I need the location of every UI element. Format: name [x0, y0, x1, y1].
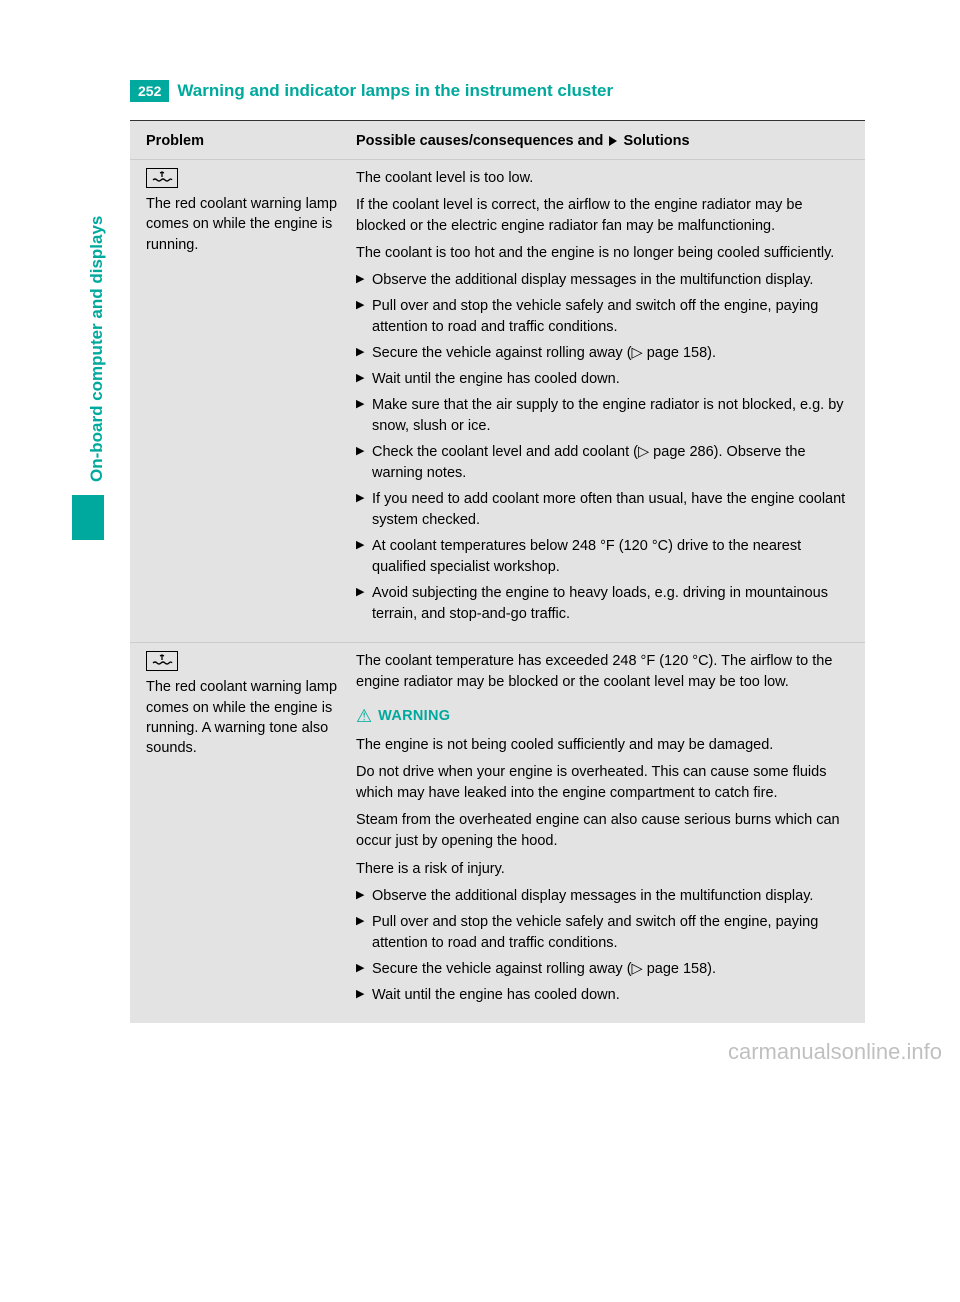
bullet-item: ▶Wait until the engine has cooled down. [356, 985, 849, 1006]
table-row: The red coolant warning lamp comes on wh… [130, 159, 865, 642]
bullet-text: Wait until the engine has cooled down. [372, 985, 849, 1006]
bullet-marker-icon: ▶ [356, 959, 372, 980]
bullet-text: Make sure that the air supply to the eng… [372, 395, 849, 437]
warning-header: ⚠ WARNING [356, 703, 849, 729]
solution-cell: The coolant temperature has exceeded 248… [346, 651, 849, 1010]
warning-paragraph: Do not drive when your engine is overhea… [356, 762, 849, 804]
solution-intro: The coolant level is too low. [356, 168, 849, 189]
bullet-item: ▶If you need to add coolant more often t… [356, 489, 849, 531]
solution-intro: The coolant temperature has exceeded 248… [356, 651, 849, 693]
bullet-item: ▶Secure the vehicle against rolling away… [356, 959, 849, 980]
bullet-text: Observe the additional display messages … [372, 270, 849, 291]
warning-label: WARNING [378, 706, 450, 727]
bullet-item: ▶Pull over and stop the vehicle safely a… [356, 296, 849, 338]
warning-paragraph: The engine is not being cooled sufficien… [356, 735, 849, 756]
table-row: The red coolant warning lamp comes on wh… [130, 642, 865, 1022]
bullet-text: Secure the vehicle against rolling away … [372, 343, 849, 364]
bullet-marker-icon: ▶ [356, 395, 372, 437]
bullet-marker-icon: ▶ [356, 442, 372, 484]
problem-text: The red coolant warning lamp comes on wh… [146, 677, 346, 758]
bullet-marker-icon: ▶ [356, 886, 372, 907]
coolant-warning-icon [146, 651, 178, 671]
bullet-marker-icon: ▶ [356, 912, 372, 954]
bullet-marker-icon: ▶ [356, 985, 372, 1006]
bullet-text: Avoid subjecting the engine to heavy loa… [372, 583, 849, 625]
bullet-text: Check the coolant level and add coolant … [372, 442, 849, 484]
sidebar-section-label: On-board computer and displays [87, 216, 107, 482]
bullet-text: Secure the vehicle against rolling away … [372, 959, 849, 980]
sidebar-marker [72, 495, 104, 540]
table-header-row: Problem Possible causes/consequences and… [130, 121, 865, 159]
triangle-right-icon [609, 136, 617, 146]
problem-cell: The red coolant warning lamp comes on wh… [146, 168, 346, 630]
bullet-item: ▶Wait until the engine has cooled down. [356, 369, 849, 390]
bullet-item: ▶Check the coolant level and add coolant… [356, 442, 849, 484]
bullet-marker-icon: ▶ [356, 536, 372, 578]
bullet-marker-icon: ▶ [356, 270, 372, 291]
bullet-marker-icon: ▶ [356, 369, 372, 390]
page-number: 252 [130, 80, 169, 102]
bullet-marker-icon: ▶ [356, 489, 372, 531]
bullet-item: ▶Avoid subjecting the engine to heavy lo… [356, 583, 849, 625]
solution-intro: The coolant is too hot and the engine is… [356, 243, 849, 264]
bullet-marker-icon: ▶ [356, 296, 372, 338]
bullet-item: ▶Make sure that the air supply to the en… [356, 395, 849, 437]
bullet-item: ▶Secure the vehicle against rolling away… [356, 343, 849, 364]
page-title: Warning and indicator lamps in the instr… [177, 81, 613, 101]
coolant-warning-icon [146, 168, 178, 188]
bullet-text: Pull over and stop the vehicle safely an… [372, 296, 849, 338]
problem-text: The red coolant warning lamp comes on wh… [146, 194, 346, 255]
watermark: carmanualsonline.info [728, 1039, 942, 1065]
warning-paragraph: Steam from the overheated engine can als… [356, 810, 849, 852]
bullet-item: ▶At coolant temperatures below 248 °F (1… [356, 536, 849, 578]
bullet-item: ▶Observe the additional display messages… [356, 270, 849, 291]
problem-solution-table: Problem Possible causes/consequences and… [130, 121, 865, 1023]
solution-header-prefix: Possible causes/consequences and [356, 133, 607, 149]
warning-triangle-icon: ⚠ [356, 703, 372, 729]
bullet-text: If you need to add coolant more often th… [372, 489, 849, 531]
bullet-marker-icon: ▶ [356, 583, 372, 625]
problem-cell: The red coolant warning lamp comes on wh… [146, 651, 346, 1010]
bullet-text: At coolant temperatures below 248 °F (12… [372, 536, 849, 578]
page-header: 252 Warning and indicator lamps in the i… [130, 80, 865, 102]
column-header-problem: Problem [146, 133, 346, 149]
bullet-text: Pull over and stop the vehicle safely an… [372, 912, 849, 954]
bullet-marker-icon: ▶ [356, 343, 372, 364]
bullet-item: ▶Observe the additional display messages… [356, 886, 849, 907]
column-header-solution: Possible causes/consequences and Solutio… [346, 133, 849, 149]
warning-paragraph: There is a risk of injury. [356, 859, 849, 880]
bullet-text: Wait until the engine has cooled down. [372, 369, 849, 390]
solution-intro: If the coolant level is correct, the air… [356, 195, 849, 237]
bullet-item: ▶Pull over and stop the vehicle safely a… [356, 912, 849, 954]
solution-cell: The coolant level is too low. If the coo… [346, 168, 849, 630]
solution-header-suffix: Solutions [619, 133, 689, 149]
bullet-text: Observe the additional display messages … [372, 886, 849, 907]
